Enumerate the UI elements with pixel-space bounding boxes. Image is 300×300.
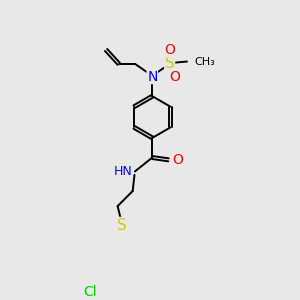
Text: O: O (172, 153, 183, 167)
Text: Cl: Cl (83, 285, 97, 299)
Text: HN: HN (113, 165, 132, 178)
Text: S: S (165, 56, 175, 71)
Text: N: N (147, 70, 158, 84)
Text: CH₃: CH₃ (194, 56, 215, 67)
Text: O: O (164, 43, 175, 57)
Text: O: O (169, 70, 180, 84)
Text: S: S (117, 218, 127, 232)
